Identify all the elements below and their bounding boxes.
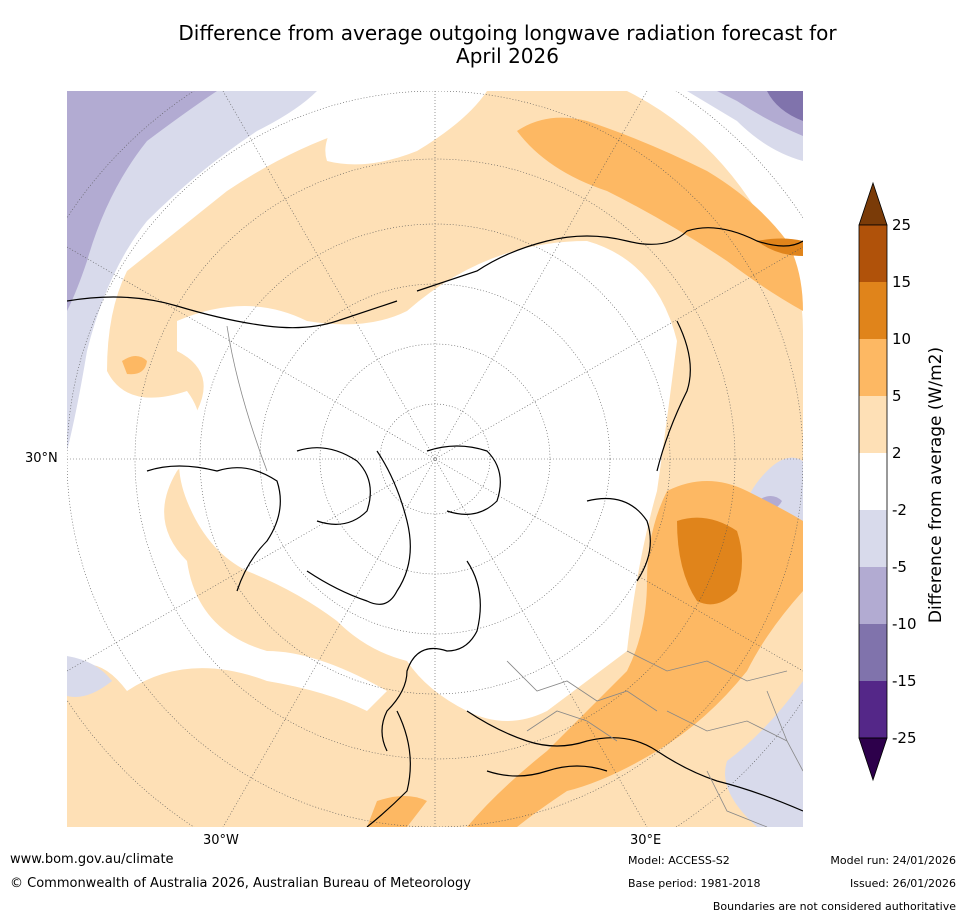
issued-date: Issued: 26/01/2026 <box>849 877 956 890</box>
country-boundaries <box>226 325 803 827</box>
colorbar-band-neg10-neg5 <box>859 567 887 624</box>
colorbar-band-neg5-neg2 <box>859 510 887 567</box>
colorbar-band-neg2-2 <box>859 453 887 510</box>
colorbar-band-2-5 <box>859 396 887 453</box>
website-link[interactable]: www.bom.gov.au/climate <box>10 852 174 867</box>
colorbar-tick-neg15: -15 <box>892 672 917 690</box>
colorbar-tick-neg5: -5 <box>892 558 907 576</box>
anomaly-region-neg5-10-west <box>67 91 217 311</box>
coastlines <box>67 227 803 827</box>
colorbar-arrow-bottom <box>858 737 888 782</box>
colorbar-band-neg25-neg15 <box>859 681 887 738</box>
colorbar-band-15-25 <box>859 225 887 282</box>
graticule <box>67 91 803 827</box>
colorbar-band-neg15-neg10 <box>859 624 887 681</box>
colorbar-band-10-15 <box>859 282 887 339</box>
forecast-map <box>67 91 803 827</box>
title-line-1: Difference from average outgoing longwav… <box>178 21 837 45</box>
anomaly-region-10-15-south <box>677 517 742 605</box>
model-run-date: Model run: 24/01/2026 <box>830 854 956 867</box>
anomaly-region-5-10-north <box>517 117 803 312</box>
anomaly-region-10-15-north <box>757 238 803 256</box>
colorbar-tick-neg10: -10 <box>892 615 917 633</box>
base-period: Base period: 1981-2018 <box>628 877 761 890</box>
colorbar-title: Difference from average (W/m2) <box>926 346 946 624</box>
colorbar-tick-neg25: -25 <box>892 729 917 747</box>
map-title: Difference from average outgoing longwav… <box>60 22 955 68</box>
anomaly-region-neutral-pacific <box>325 91 487 165</box>
title-line-2: April 2026 <box>456 44 559 68</box>
anomaly-region-neg10-15-northeast <box>767 91 803 121</box>
colorbar-band-5-10 <box>859 339 887 396</box>
label-30e: 30°E <box>630 833 662 848</box>
anomaly-region-neg2-5-southeast <box>725 681 803 827</box>
colorbar-tick-5: 5 <box>892 387 902 405</box>
model-name: Model: ACCESS-S2 <box>628 854 730 867</box>
colorbar-tick-25: 25 <box>892 216 911 234</box>
colorbar-tick-15: 15 <box>892 273 911 291</box>
colorbar-tick-2: 2 <box>892 444 902 462</box>
boundaries-disclaimer: Boundaries are not considered authoritat… <box>712 900 956 913</box>
anomaly-region-neg2-5-west <box>67 91 317 451</box>
colorbar: 25 15 10 5 2 -2 -5 -10 -15 -25 <box>858 181 917 782</box>
colorbar-tick-10: 10 <box>892 330 911 348</box>
colorbar-tick-neg2: -2 <box>892 501 907 519</box>
anomaly-region-5-10-pacific-spot <box>122 356 147 375</box>
label-30w: 30°W <box>203 833 239 848</box>
colorbar-outline <box>858 224 888 739</box>
copyright-text: © Commonwealth of Australia 2026, Austra… <box>10 876 471 891</box>
colorbar-arrow-top <box>858 181 888 226</box>
anomaly-region-neg2-5-southwest <box>67 656 112 697</box>
label-30n: 30°N <box>25 451 58 466</box>
anomaly-region-5-10-atlantic-spot <box>367 796 427 827</box>
anomaly-region-neutral-arctic <box>177 241 677 721</box>
